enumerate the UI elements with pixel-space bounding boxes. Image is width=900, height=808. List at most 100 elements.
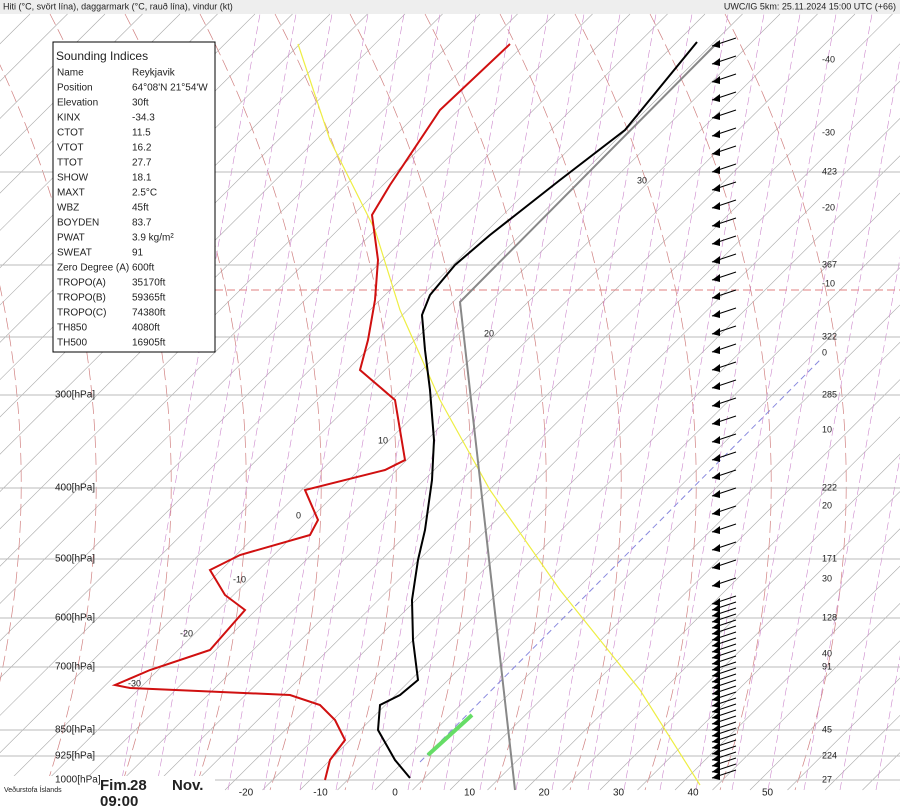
barb-flag — [712, 418, 720, 426]
mixing-ratio — [335, 13, 477, 791]
isotherm — [637, 528, 900, 791]
mixing-ratio — [227, 13, 369, 791]
index-value: 16.2 — [132, 143, 152, 154]
adiabat-label: -30 — [128, 678, 141, 688]
isotherm — [337, 229, 900, 791]
right-label: 285 — [822, 389, 837, 399]
barb-flag — [712, 664, 720, 672]
index-name: TROPO(C) — [57, 308, 106, 319]
temperature-label: 40 — [687, 788, 699, 799]
barb-flag — [712, 166, 720, 174]
barb-flag — [712, 634, 720, 642]
mixing-ratio — [731, 13, 873, 791]
cape-area — [426, 713, 474, 757]
right-label: 128 — [822, 612, 837, 622]
dry-adiabat — [199, 13, 322, 791]
index-name: Zero Degree (A) — [57, 263, 129, 274]
barb-flag — [712, 700, 720, 708]
dry-adiabat — [574, 13, 697, 791]
barb-flag — [712, 754, 720, 762]
right-label: 423 — [822, 166, 837, 176]
barb-flag — [712, 766, 720, 774]
temperature-label: 50 — [762, 788, 774, 799]
index-value: 35170ft — [132, 278, 166, 289]
barb-flag — [712, 526, 720, 534]
barb-flag — [712, 562, 720, 570]
dry-adiabat — [0, 64, 97, 791]
right-label: 40 — [822, 648, 832, 658]
barb-flag — [712, 646, 720, 654]
index-name: Position — [57, 83, 93, 94]
pressure-label: 850[hPa] — [55, 725, 95, 736]
barb-flag — [712, 310, 720, 318]
barb-flag — [712, 76, 720, 84]
isotherm — [112, 13, 893, 791]
index-value: Reykjavik — [132, 68, 176, 79]
dry-adiabat — [649, 13, 772, 791]
right-label: 20 — [822, 500, 832, 510]
barb-flag — [712, 712, 720, 720]
barb-flag — [712, 274, 720, 282]
isotherm — [0, 13, 781, 791]
index-value: 45ft — [132, 203, 149, 214]
mixing-ratio — [803, 256, 900, 791]
barb-flag — [712, 736, 720, 744]
barb-flag — [712, 616, 720, 624]
barb-flag — [712, 742, 720, 750]
mixing-ratio — [263, 13, 405, 791]
pressure-label: 600[hPa] — [55, 613, 95, 624]
barb-flag — [712, 748, 720, 756]
barb-flag — [712, 598, 720, 606]
isotherm — [0, 13, 743, 754]
index-name: TH850 — [57, 323, 87, 334]
index-value: 3.9 kg/m² — [132, 233, 174, 244]
isotherm — [0, 13, 706, 716]
index-name: VTOT — [57, 143, 83, 154]
isotherm — [0, 13, 631, 642]
right-label: 322 — [822, 331, 837, 341]
isotherm — [262, 155, 900, 791]
barb-flag — [712, 382, 720, 390]
barb-flag — [712, 580, 720, 588]
barb-flag — [712, 670, 720, 678]
dry-adiabat — [724, 13, 847, 791]
isotherm — [0, 13, 593, 604]
dry-adiabat — [274, 13, 397, 791]
grid — [0, 13, 900, 791]
index-value: 11.5 — [132, 128, 151, 139]
pressure-label: 925[hPa] — [55, 751, 95, 762]
index-name: TROPO(A) — [57, 278, 106, 289]
barb-flag — [712, 718, 720, 726]
index-name: TTOT — [57, 158, 83, 169]
adiabat-label: 30 — [637, 175, 647, 185]
footer-bg — [0, 776, 215, 808]
isotherm — [562, 453, 900, 791]
barb-flag — [712, 58, 720, 66]
footer-day: Fim. — [100, 777, 131, 794]
index-name: CTOT — [57, 128, 84, 139]
index-name: KINX — [57, 113, 81, 124]
barb-flag — [712, 658, 720, 666]
mixing-ratio — [371, 13, 513, 791]
indices-table: Name Reykjavik Position 64°08'N 21°54'W Elev… — [57, 68, 208, 349]
right-label: 27 — [822, 774, 832, 784]
isotherm — [374, 267, 900, 791]
barb-flag — [712, 238, 720, 246]
mixing-ratio — [551, 13, 693, 791]
adiabat-label: -10 — [233, 574, 246, 584]
right-label: 91 — [822, 661, 832, 671]
index-value: 4080ft — [132, 323, 160, 334]
mixing-ratio — [623, 13, 765, 791]
index-value: 83.7 — [132, 218, 152, 229]
isotherm — [412, 304, 900, 791]
barb-flag — [712, 760, 720, 768]
barb-flag — [712, 652, 720, 660]
index-name: Name — [57, 68, 84, 79]
adiabat-label: 10 — [378, 435, 388, 445]
barb-flag — [712, 688, 720, 696]
index-name: MAXT — [57, 188, 85, 199]
barb-flag — [712, 94, 720, 102]
isotherm — [37, 13, 818, 791]
index-name: WBZ — [57, 203, 79, 214]
